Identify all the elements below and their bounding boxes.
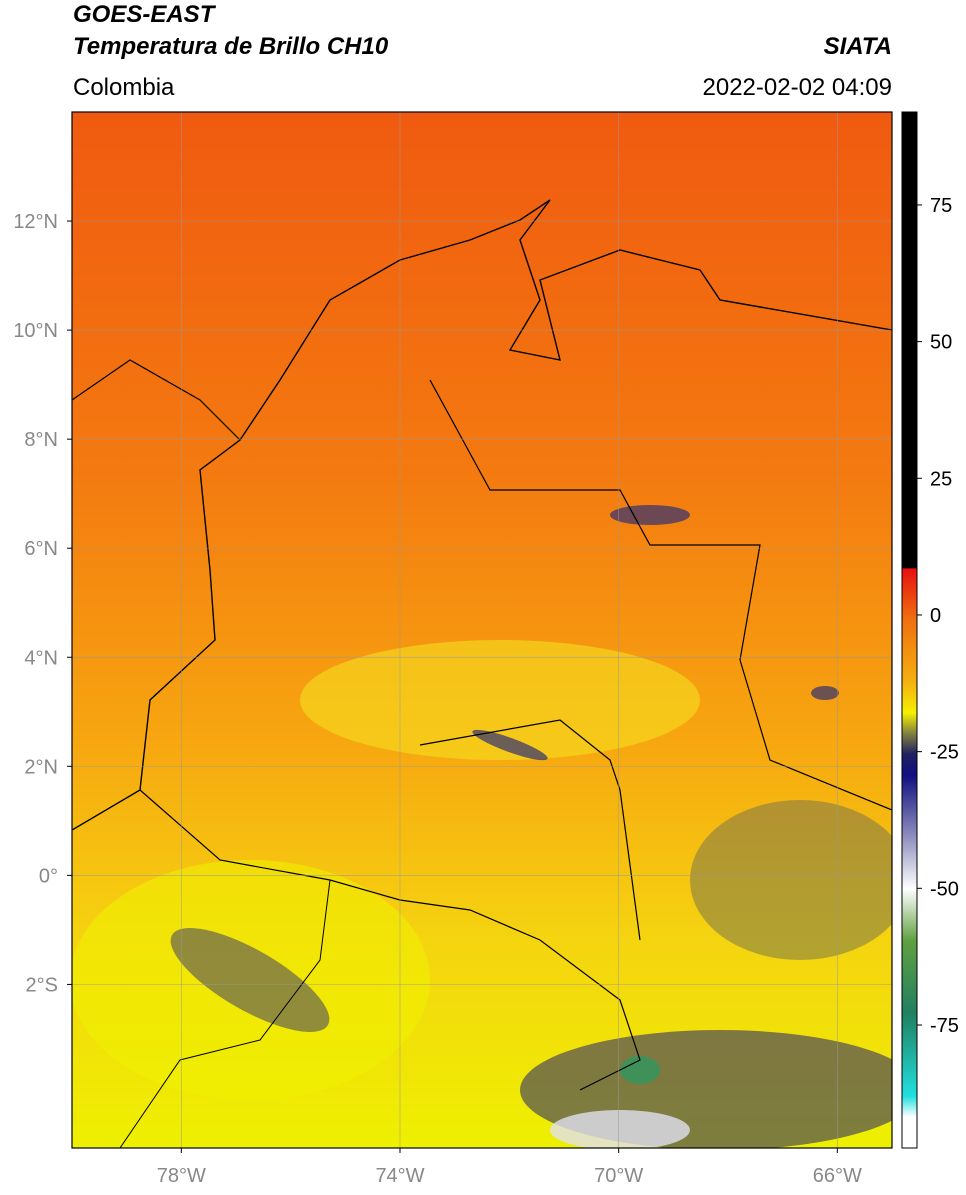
lon-tick-label: 70°W xyxy=(594,1165,643,1187)
colorbar xyxy=(901,111,918,1149)
lat-tick-label: 4°N xyxy=(24,647,58,669)
colorbar-tick-label: -25 xyxy=(930,742,959,764)
lat-tick-label: 0° xyxy=(39,865,58,887)
lon-tick-label: 78°W xyxy=(157,1165,206,1187)
colorbar-tick-label: 50 xyxy=(930,332,952,354)
map-frame xyxy=(71,111,893,1149)
satellite: GOES-EAST xyxy=(73,1,217,28)
satellite-image xyxy=(72,112,892,1148)
source: SIATA xyxy=(824,33,892,60)
product: Temperatura de Brillo CH10 xyxy=(73,33,389,60)
colorbar-tick-label: 75 xyxy=(930,195,952,217)
region: Colombia xyxy=(73,74,175,101)
lat-tick-label: 2°N xyxy=(24,756,58,778)
graticule xyxy=(67,112,892,1153)
lat-tick-label: 8°N xyxy=(24,429,58,451)
datetime: 2022-02-02 04:09 xyxy=(703,74,893,101)
colorbar-tick-label: -50 xyxy=(930,878,959,900)
colorbar-tick-label: -75 xyxy=(930,1015,959,1037)
colorbar-tick-label: 0 xyxy=(930,605,941,627)
lat-tick-label: 2°S xyxy=(26,974,58,996)
lat-tick-label: 6°N xyxy=(24,538,58,560)
lat-tick-label: 12°N xyxy=(13,211,58,233)
lat-tick-label: 10°N xyxy=(13,320,58,342)
colorbar-tick-label: 25 xyxy=(930,468,952,490)
lon-tick-label: 74°W xyxy=(375,1165,424,1187)
lon-tick-label: 66°W xyxy=(813,1165,862,1187)
